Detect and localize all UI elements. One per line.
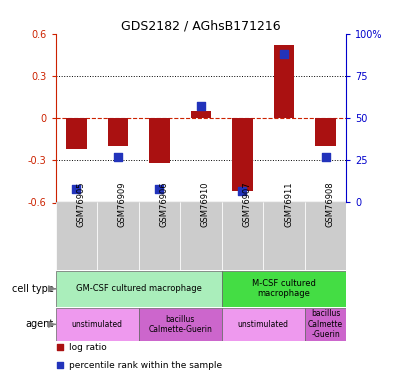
Point xyxy=(57,362,63,368)
Text: unstimulated: unstimulated xyxy=(238,320,289,329)
Text: GSM76911: GSM76911 xyxy=(284,182,293,227)
Point xyxy=(239,188,246,194)
Bar xyxy=(56,271,222,307)
Text: GSM76908: GSM76908 xyxy=(326,182,334,227)
Text: bacillus
Calmette-Guerin: bacillus Calmette-Guerin xyxy=(148,315,212,334)
Bar xyxy=(97,202,139,270)
Bar xyxy=(149,118,170,163)
Text: M-CSF cultured
macrophage: M-CSF cultured macrophage xyxy=(252,279,316,298)
Point xyxy=(156,186,163,192)
Bar xyxy=(139,202,180,270)
Text: agent: agent xyxy=(25,320,54,329)
Bar xyxy=(222,271,346,307)
Text: GM-CSF cultured macrophage: GM-CSF cultured macrophage xyxy=(76,284,202,293)
Bar xyxy=(191,111,211,118)
Bar xyxy=(139,308,222,340)
Bar xyxy=(232,118,253,191)
Bar xyxy=(66,118,87,149)
Bar xyxy=(305,202,346,270)
Bar xyxy=(315,118,336,146)
Point xyxy=(57,344,63,350)
Bar xyxy=(56,308,139,340)
Point xyxy=(115,154,121,160)
Bar xyxy=(180,202,222,270)
Bar xyxy=(305,308,346,340)
Point xyxy=(322,154,329,160)
Point xyxy=(73,186,80,192)
Text: bacillus
Calmette
-Guerin: bacillus Calmette -Guerin xyxy=(308,309,343,339)
Bar xyxy=(107,118,129,146)
Text: GSM76906: GSM76906 xyxy=(160,182,168,227)
Title: GDS2182 / AGhsB171216: GDS2182 / AGhsB171216 xyxy=(121,20,281,33)
Point xyxy=(198,103,204,110)
Text: GSM76907: GSM76907 xyxy=(242,182,252,227)
Text: unstimulated: unstimulated xyxy=(72,320,123,329)
Bar xyxy=(274,45,295,118)
Text: log ratio: log ratio xyxy=(69,343,107,352)
Text: GSM76909: GSM76909 xyxy=(118,182,127,227)
Point xyxy=(281,51,287,57)
Bar xyxy=(263,202,305,270)
Text: percentile rank within the sample: percentile rank within the sample xyxy=(69,361,222,370)
Bar xyxy=(222,308,305,340)
Bar xyxy=(222,202,263,270)
Text: cell type: cell type xyxy=(12,284,54,294)
Bar xyxy=(56,202,97,270)
Text: GSM76910: GSM76910 xyxy=(201,182,210,227)
Text: GSM76905: GSM76905 xyxy=(76,182,86,227)
